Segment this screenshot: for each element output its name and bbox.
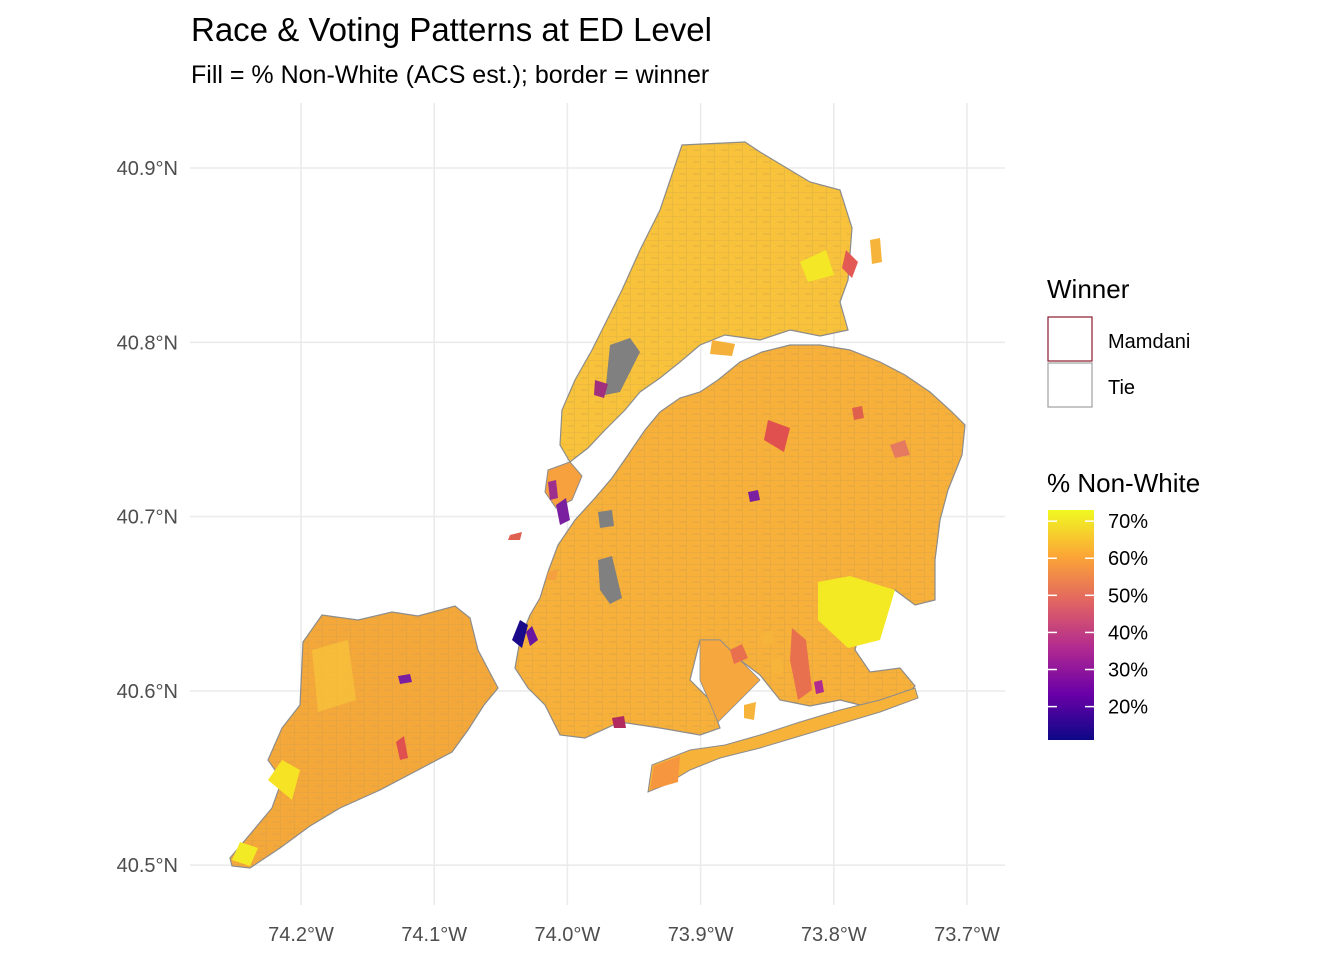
map-title: Race & Voting Patterns at ED Level — [191, 11, 712, 48]
y-tick-label: 40.9°N — [117, 158, 178, 180]
winner-legend-title: Winner — [1047, 274, 1130, 304]
y-tick-label: 40.5°N — [117, 855, 178, 877]
x-tick-label: 73.9°W — [668, 924, 734, 946]
colorbar — [1048, 510, 1094, 740]
fill-legend-title: % Non-White — [1047, 468, 1200, 498]
rockaway — [647, 687, 919, 793]
y-tick-label: 40.6°N — [117, 681, 178, 703]
map-subtitle: Fill = % Non-White (ACS est.); border = … — [191, 61, 709, 89]
colorbar-tick-label: 40% — [1108, 622, 1148, 644]
map-land — [229, 141, 966, 869]
fill-legend: % Non-White 70% 60% 50% 40% 30% 20% — [1047, 468, 1200, 740]
winner-legend: Winner Mamdani Tie — [1047, 274, 1190, 408]
x-tick-label: 74.1°W — [401, 924, 467, 946]
colorbar-tick-label: 30% — [1108, 660, 1148, 682]
x-tick-label: 73.8°W — [801, 924, 867, 946]
colorbar-tick-label: 60% — [1108, 548, 1148, 570]
colorbar-ticks: 70% 60% 50% 40% 30% 20% — [1048, 511, 1148, 719]
colorbar-tick-label: 50% — [1108, 585, 1148, 607]
legend-key-tie — [1047, 362, 1093, 408]
x-tick-label: 74.2°W — [268, 924, 334, 946]
colorbar-tick-label: 20% — [1108, 697, 1148, 719]
legend-label-tie: Tie — [1108, 377, 1135, 399]
colorbar-tick-label: 70% — [1108, 511, 1148, 533]
x-axis-ticks: 74.2°W 74.1°W 74.0°W 73.9°W 73.8°W 73.7°W — [268, 924, 1000, 946]
y-tick-label: 40.8°N — [117, 332, 178, 354]
legend-label-mamdani: Mamdani — [1108, 331, 1190, 353]
x-tick-label: 73.7°W — [934, 924, 1000, 946]
y-axis-ticks: 40.9°N 40.8°N 40.7°N 40.6°N 40.5°N — [117, 158, 178, 877]
x-tick-label: 74.0°W — [534, 924, 600, 946]
y-tick-label: 40.7°N — [117, 507, 178, 529]
legend-key-mamdani — [1047, 316, 1093, 362]
